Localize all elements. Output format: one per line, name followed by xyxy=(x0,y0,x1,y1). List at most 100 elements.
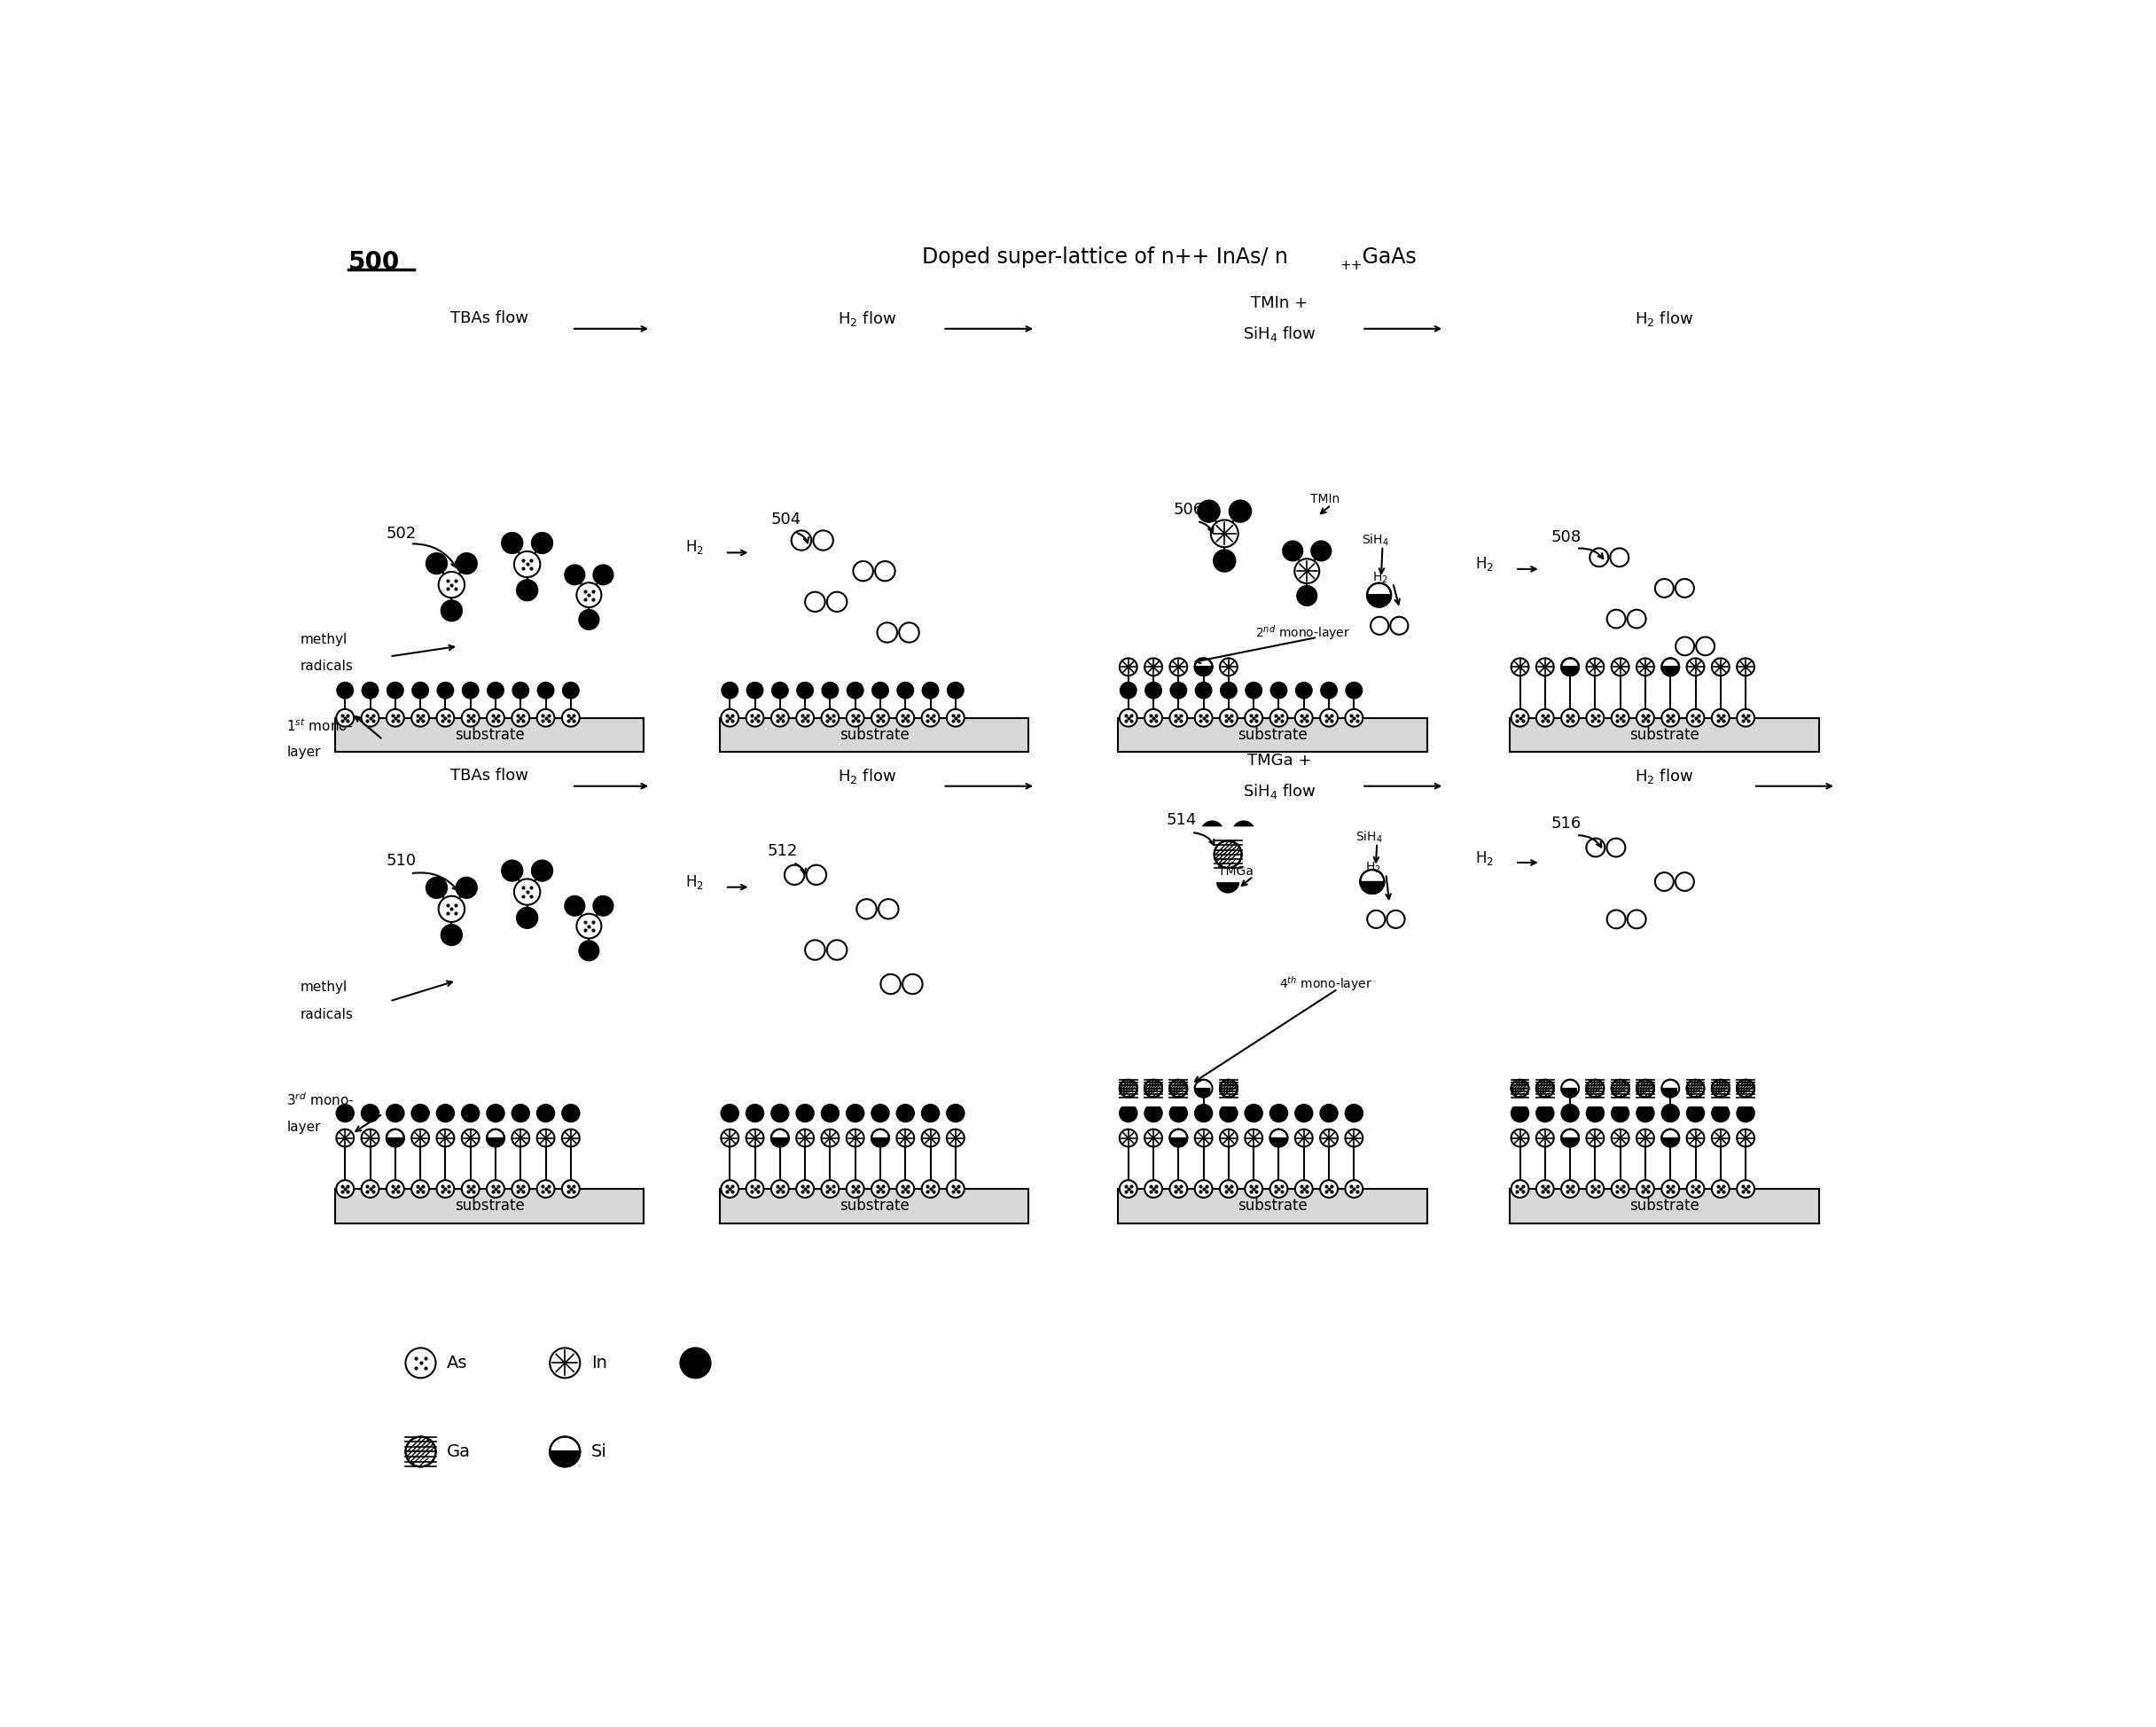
Circle shape xyxy=(921,710,940,727)
Circle shape xyxy=(847,710,865,727)
Circle shape xyxy=(1220,1079,1238,1097)
Circle shape xyxy=(511,1105,528,1123)
Circle shape xyxy=(1561,658,1578,675)
Text: 3$^{rd}$ mono-: 3$^{rd}$ mono- xyxy=(287,1091,354,1109)
Circle shape xyxy=(1561,1180,1578,1197)
Circle shape xyxy=(436,1180,455,1197)
Circle shape xyxy=(1145,1180,1162,1197)
Circle shape xyxy=(1712,1129,1729,1147)
Circle shape xyxy=(513,551,541,577)
Circle shape xyxy=(1636,658,1654,675)
Bar xyxy=(1119,1188,1427,1223)
Text: layer: layer xyxy=(287,1121,321,1135)
Circle shape xyxy=(1270,1180,1287,1197)
Polygon shape xyxy=(1727,1071,1764,1105)
Circle shape xyxy=(1561,710,1578,727)
Circle shape xyxy=(427,553,446,573)
Circle shape xyxy=(1675,579,1695,598)
Circle shape xyxy=(565,896,584,915)
Circle shape xyxy=(461,710,479,727)
Circle shape xyxy=(511,710,530,727)
Circle shape xyxy=(1537,1180,1554,1197)
Circle shape xyxy=(1636,1079,1654,1097)
Circle shape xyxy=(1537,1105,1554,1123)
Text: substrate: substrate xyxy=(1630,1199,1699,1214)
Circle shape xyxy=(1511,1129,1529,1147)
Circle shape xyxy=(436,1129,455,1147)
Circle shape xyxy=(537,710,554,727)
Circle shape xyxy=(386,710,403,727)
Text: 4$^{th}$ mono-layer: 4$^{th}$ mono-layer xyxy=(1279,974,1373,993)
Circle shape xyxy=(1537,1129,1554,1147)
Circle shape xyxy=(1194,658,1212,675)
Circle shape xyxy=(877,900,899,919)
Circle shape xyxy=(720,710,740,727)
Circle shape xyxy=(513,682,528,698)
Circle shape xyxy=(1319,1129,1337,1147)
Circle shape xyxy=(1197,682,1212,698)
Circle shape xyxy=(336,1105,354,1123)
Circle shape xyxy=(405,1437,436,1466)
Circle shape xyxy=(949,682,964,698)
Circle shape xyxy=(1662,1079,1680,1097)
Circle shape xyxy=(821,1180,839,1197)
Circle shape xyxy=(412,710,429,727)
Circle shape xyxy=(580,941,599,960)
Circle shape xyxy=(1611,1180,1630,1197)
Circle shape xyxy=(1636,710,1654,727)
Circle shape xyxy=(1246,1105,1261,1123)
Circle shape xyxy=(796,1180,813,1197)
Polygon shape xyxy=(772,1138,789,1147)
Circle shape xyxy=(806,865,826,884)
Circle shape xyxy=(897,682,914,698)
Circle shape xyxy=(1587,1079,1604,1097)
Circle shape xyxy=(1229,501,1250,522)
Text: 504: 504 xyxy=(772,511,802,528)
Circle shape xyxy=(921,1129,940,1147)
Circle shape xyxy=(1587,1180,1604,1197)
Circle shape xyxy=(336,1180,354,1197)
Circle shape xyxy=(580,610,599,629)
Circle shape xyxy=(1611,658,1630,675)
Circle shape xyxy=(442,924,461,945)
Circle shape xyxy=(746,1180,763,1197)
Circle shape xyxy=(1296,1180,1313,1197)
Circle shape xyxy=(1194,710,1212,727)
Circle shape xyxy=(412,1129,429,1147)
Circle shape xyxy=(537,1180,554,1197)
Circle shape xyxy=(772,682,787,698)
Circle shape xyxy=(438,896,466,922)
Circle shape xyxy=(1270,682,1287,698)
Circle shape xyxy=(576,582,602,608)
Circle shape xyxy=(1220,1105,1238,1123)
Text: radicals: radicals xyxy=(300,1009,354,1021)
Circle shape xyxy=(791,530,811,551)
Circle shape xyxy=(1662,1180,1680,1197)
Circle shape xyxy=(897,1105,914,1123)
Circle shape xyxy=(877,623,897,642)
Circle shape xyxy=(1636,1180,1654,1197)
Circle shape xyxy=(1606,838,1626,857)
Text: 502: 502 xyxy=(386,525,416,542)
Circle shape xyxy=(1345,1180,1363,1197)
Polygon shape xyxy=(550,1452,580,1466)
Circle shape xyxy=(1636,1129,1654,1147)
Circle shape xyxy=(1611,547,1628,566)
Circle shape xyxy=(511,1180,530,1197)
Text: H$_2$: H$_2$ xyxy=(686,539,703,556)
Circle shape xyxy=(1319,1180,1337,1197)
Bar xyxy=(1509,1188,1820,1223)
Circle shape xyxy=(517,908,537,927)
Circle shape xyxy=(576,914,602,938)
Circle shape xyxy=(1244,1180,1263,1197)
Polygon shape xyxy=(1367,596,1391,606)
Circle shape xyxy=(1589,547,1608,566)
Circle shape xyxy=(873,682,888,698)
Circle shape xyxy=(1311,541,1330,561)
Bar xyxy=(334,1188,645,1223)
Circle shape xyxy=(1712,1079,1729,1097)
Circle shape xyxy=(1367,584,1391,606)
Polygon shape xyxy=(1270,1138,1287,1147)
Bar xyxy=(334,718,645,751)
Circle shape xyxy=(386,1105,403,1123)
